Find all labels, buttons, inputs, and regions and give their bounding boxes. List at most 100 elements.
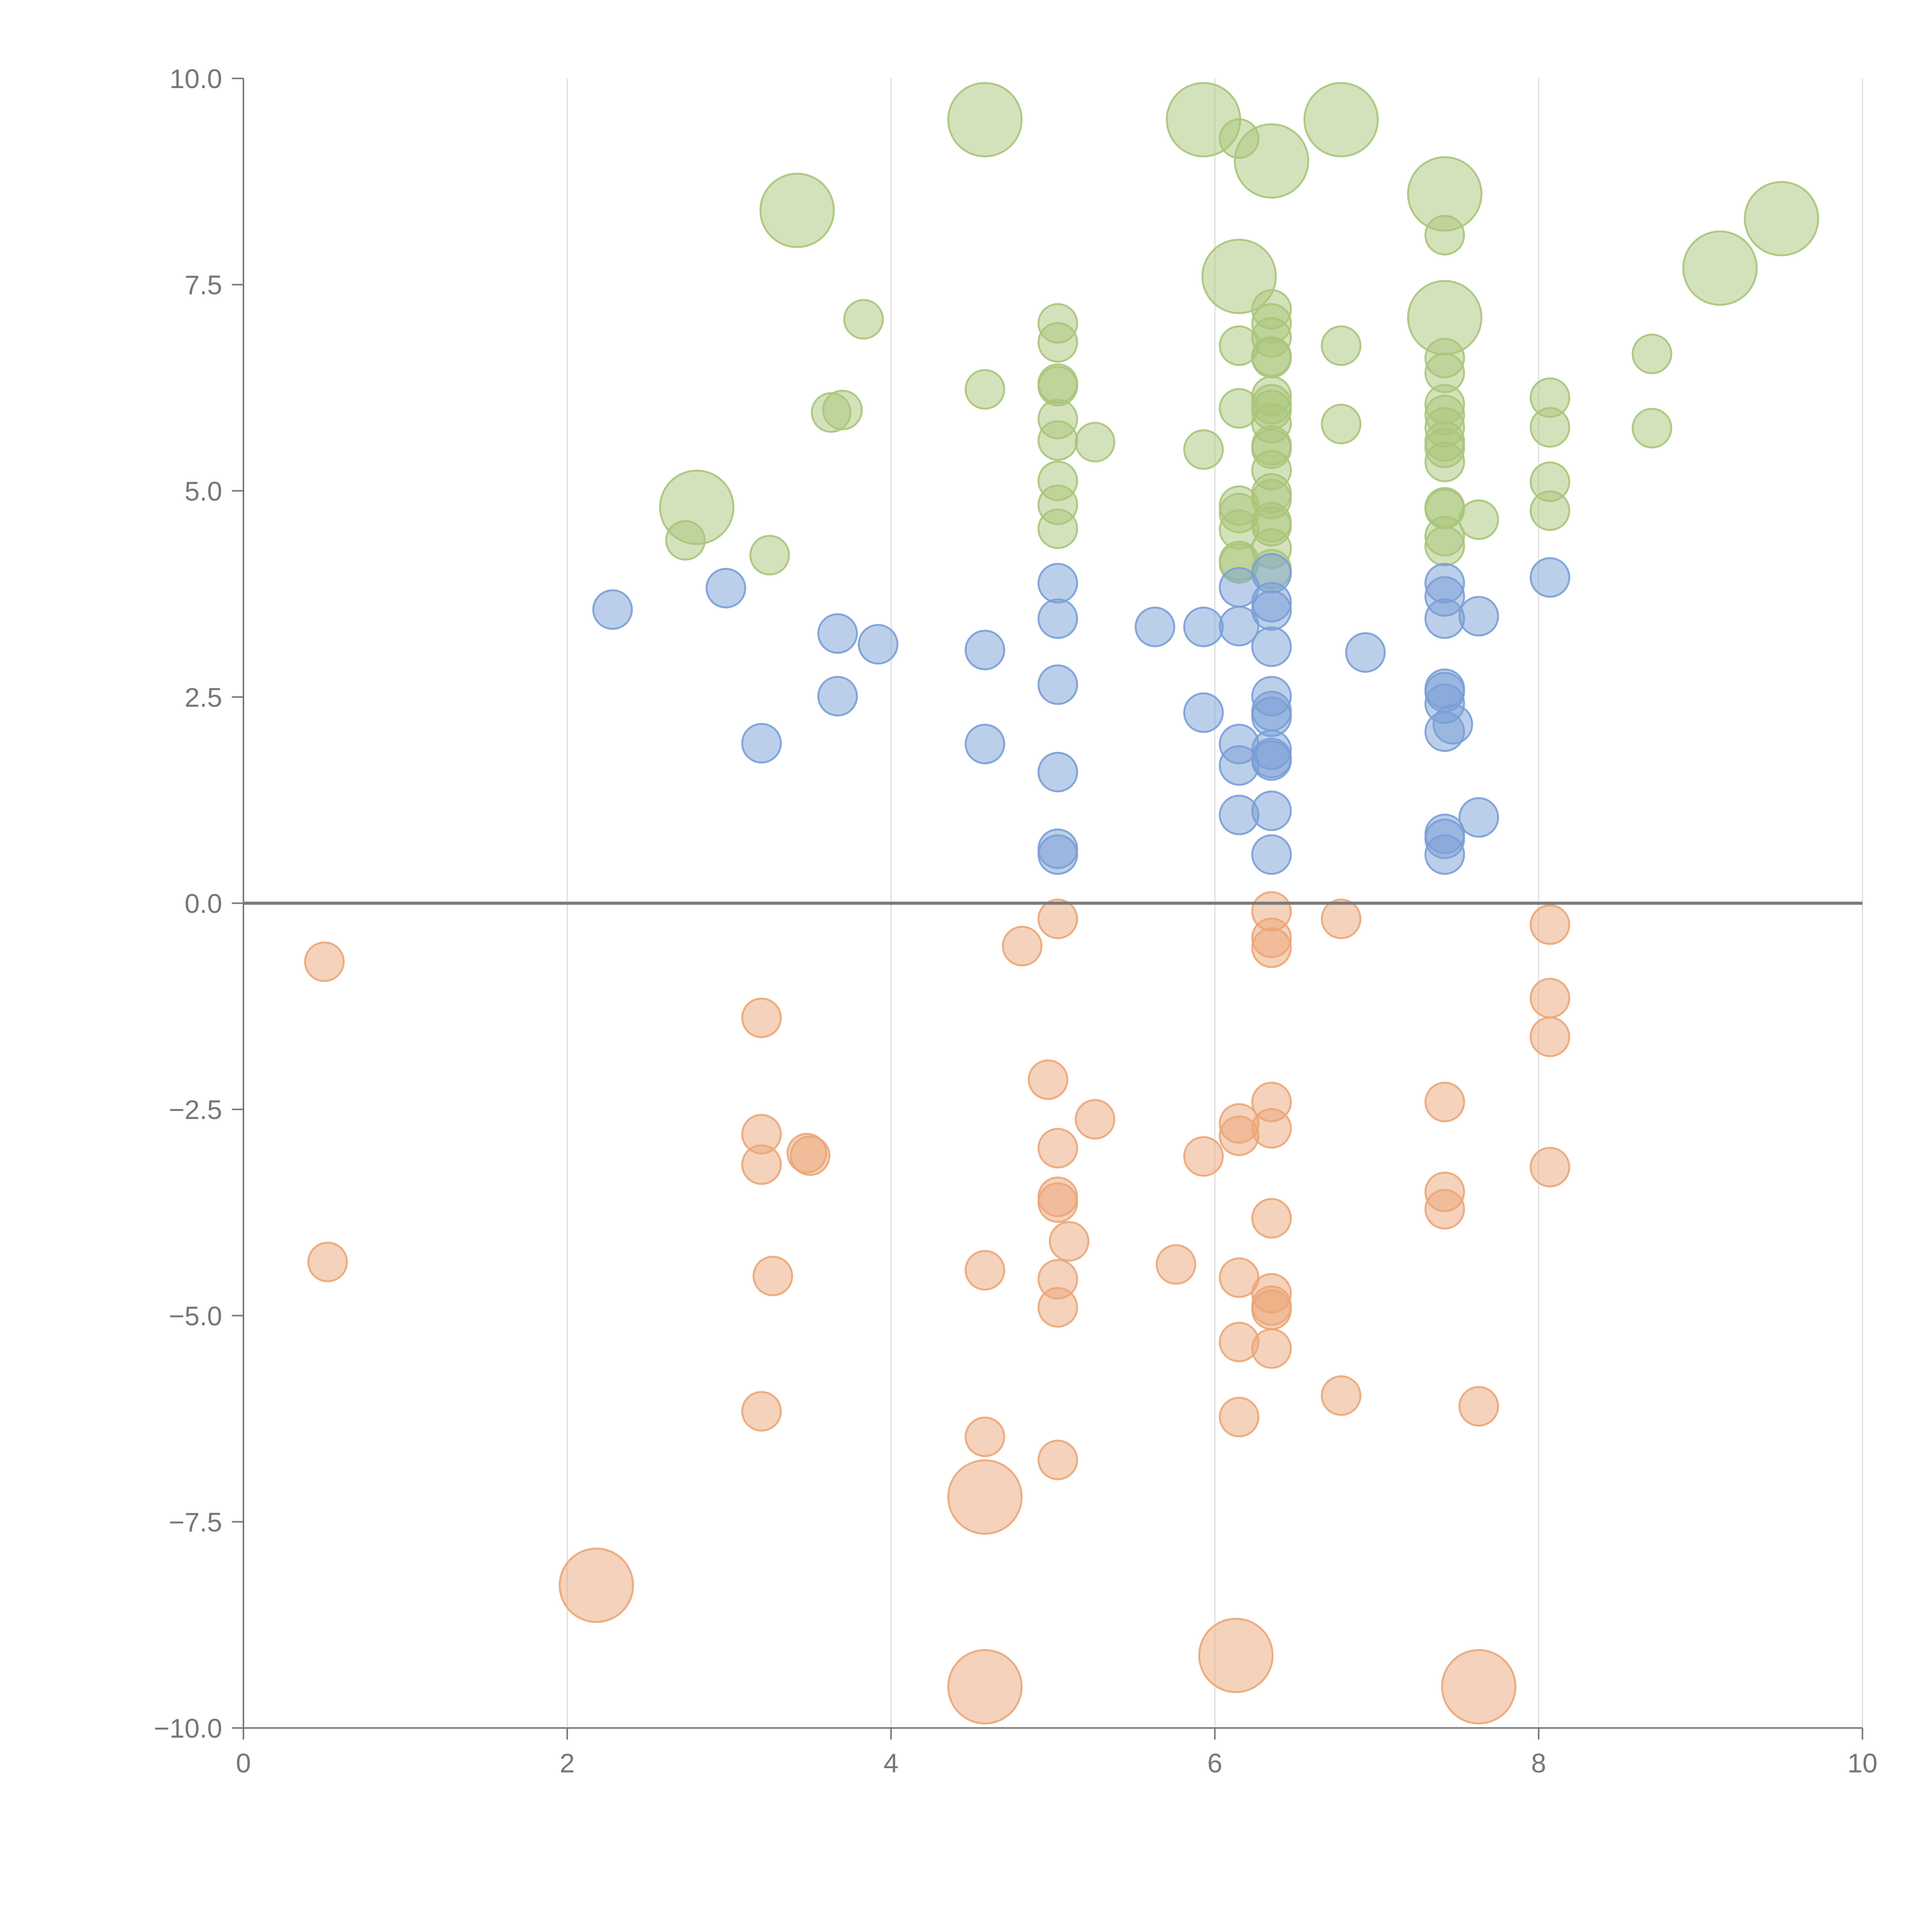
- data-point: [1075, 422, 1116, 463]
- data-point: [1219, 1115, 1260, 1156]
- y-tick-label: −10.0: [154, 1713, 222, 1743]
- data-point: [964, 369, 1005, 410]
- data-point: [1424, 711, 1465, 752]
- data-point: [964, 724, 1005, 764]
- data-point: [1037, 1287, 1078, 1328]
- data-point: [1321, 325, 1362, 366]
- data-point: [1303, 82, 1379, 158]
- x-tick-label: 10: [1847, 1748, 1878, 1778]
- data-point: [1219, 794, 1260, 835]
- data-point: [741, 1144, 782, 1185]
- data-point: [947, 1459, 1023, 1535]
- data-point: [1251, 626, 1292, 667]
- y-tick-label: −2.5: [169, 1095, 222, 1125]
- data-point: [665, 520, 706, 561]
- data-point: [741, 997, 782, 1038]
- data-point: [1219, 1396, 1260, 1437]
- y-axis-ticks: 10.0 7.5 5.0 2.5 0.0 −2.5 −5.0 −7.5 −10.0: [154, 64, 243, 1743]
- data-point: [1529, 490, 1570, 531]
- data-point: [1529, 1147, 1570, 1187]
- data-point: [1321, 403, 1362, 444]
- data-point: [1219, 605, 1260, 646]
- data-point: [1155, 1244, 1196, 1285]
- data-point: [947, 1649, 1023, 1725]
- data-point: [1682, 230, 1758, 306]
- data-point: [1201, 238, 1277, 314]
- data-point: [1037, 898, 1078, 939]
- data-point: [843, 299, 884, 340]
- data-point: [1037, 420, 1078, 461]
- x-tick-label: 4: [884, 1748, 899, 1778]
- data-point: [1424, 526, 1465, 566]
- data-point: [1251, 338, 1292, 379]
- data-point: [1458, 1386, 1499, 1427]
- data-point: [706, 568, 747, 609]
- data-point: [1075, 1099, 1116, 1140]
- y-tick-label: −5.0: [169, 1301, 222, 1331]
- data-point: [558, 1548, 634, 1623]
- data-point: [1002, 926, 1043, 966]
- data-point: [964, 629, 1005, 670]
- x-axis-ticks: 0 2 4 6 8 10: [236, 1728, 1878, 1778]
- data-point: [1441, 1649, 1517, 1725]
- data-point: [1321, 1375, 1362, 1416]
- data-point: [1037, 508, 1078, 549]
- data-point: [741, 1391, 782, 1432]
- data-point: [759, 173, 835, 248]
- data-point: [1219, 1257, 1260, 1298]
- data-point: [1219, 745, 1260, 786]
- series-3: [304, 891, 1570, 1725]
- data-point: [1529, 1016, 1570, 1057]
- data-point: [1049, 1221, 1090, 1262]
- data-point: [1529, 978, 1570, 1019]
- data-point: [1183, 692, 1224, 733]
- data-point: [817, 676, 858, 717]
- series-2: [592, 553, 1570, 875]
- x-tick-label: 6: [1208, 1748, 1223, 1778]
- data-point: [307, 1242, 348, 1282]
- data-point: [749, 535, 790, 576]
- data-point: [1529, 407, 1570, 448]
- data-point: [1037, 598, 1078, 639]
- x-tick-label: 8: [1531, 1748, 1546, 1778]
- x-tick-label: 2: [560, 1748, 575, 1778]
- data-point: [1251, 1328, 1292, 1369]
- plot-area: [304, 82, 1819, 1725]
- data-point: [822, 389, 863, 430]
- data-point: [304, 941, 345, 982]
- data-point: [1424, 442, 1465, 482]
- data-point: [1183, 1136, 1224, 1177]
- data-point: [1037, 1128, 1078, 1168]
- data-point: [1037, 1439, 1078, 1480]
- data-point: [1744, 181, 1819, 257]
- data-point: [1345, 632, 1386, 673]
- data-point: [1251, 834, 1292, 875]
- data-point: [1529, 557, 1570, 598]
- data-point: [592, 589, 633, 630]
- data-point: [1134, 606, 1175, 647]
- y-tick-label: −7.5: [169, 1507, 222, 1537]
- data-point: [1424, 598, 1465, 639]
- data-point: [1321, 898, 1362, 939]
- data-point: [790, 1135, 830, 1176]
- data-point: [1037, 664, 1078, 705]
- data-point: [1529, 904, 1570, 945]
- data-point: [1458, 596, 1499, 637]
- y-tick-label: 0.0: [185, 889, 222, 919]
- data-point: [858, 624, 898, 665]
- data-point: [1631, 333, 1672, 374]
- y-tick-label: 10.0: [170, 64, 222, 94]
- data-point: [741, 723, 782, 764]
- data-point: [1037, 322, 1078, 363]
- data-point: [964, 1250, 1005, 1291]
- data-point: [1424, 215, 1465, 256]
- series-1: [659, 82, 1819, 590]
- data-point: [1251, 1198, 1292, 1239]
- data-point: [1027, 1059, 1068, 1100]
- x-tick-label: 0: [236, 1748, 251, 1778]
- data-point: [1458, 499, 1499, 540]
- data-point: [752, 1255, 793, 1296]
- y-tick-label: 5.0: [185, 476, 222, 506]
- data-point: [1183, 606, 1224, 647]
